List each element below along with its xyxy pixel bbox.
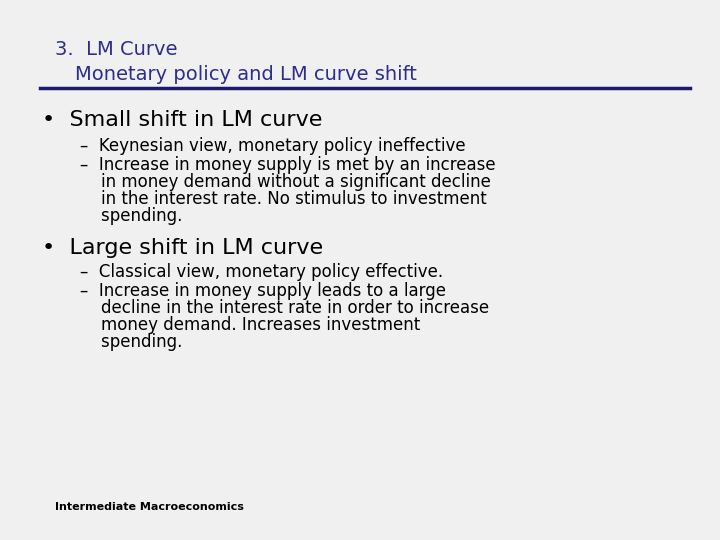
Text: decline in the interest rate in order to increase: decline in the interest rate in order to… bbox=[80, 299, 489, 317]
Text: –  Keynesian view, monetary policy ineffective: – Keynesian view, monetary policy ineffe… bbox=[80, 137, 466, 155]
Text: •  Large shift in LM curve: • Large shift in LM curve bbox=[42, 238, 323, 258]
Text: money demand. Increases investment: money demand. Increases investment bbox=[80, 316, 420, 334]
Text: Monetary policy and LM curve shift: Monetary policy and LM curve shift bbox=[75, 65, 417, 84]
Text: Intermediate Macroeconomics: Intermediate Macroeconomics bbox=[55, 502, 244, 512]
Text: •  Small shift in LM curve: • Small shift in LM curve bbox=[42, 110, 323, 130]
Text: –  Classical view, monetary policy effective.: – Classical view, monetary policy effect… bbox=[80, 263, 443, 281]
Text: in money demand without a significant decline: in money demand without a significant de… bbox=[80, 173, 491, 191]
Text: –  Increase in money supply is met by an increase: – Increase in money supply is met by an … bbox=[80, 156, 495, 174]
Text: in the interest rate. No stimulus to investment: in the interest rate. No stimulus to inv… bbox=[80, 190, 487, 208]
Text: –  Increase in money supply leads to a large: – Increase in money supply leads to a la… bbox=[80, 282, 446, 300]
Text: spending.: spending. bbox=[80, 333, 182, 351]
Text: 3.  LM Curve: 3. LM Curve bbox=[55, 40, 178, 59]
Text: spending.: spending. bbox=[80, 207, 182, 225]
